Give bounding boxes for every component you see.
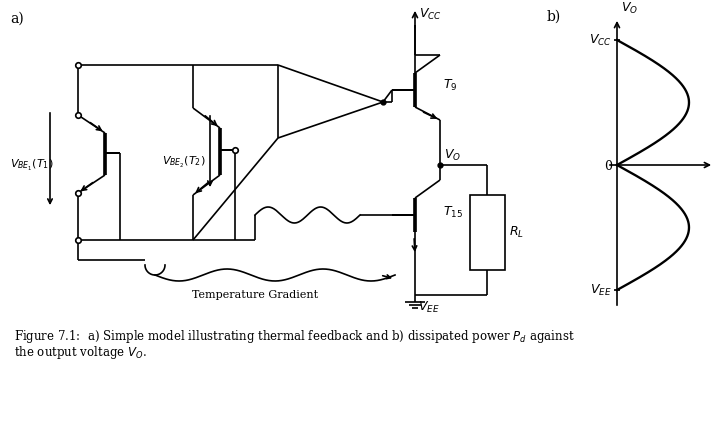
Text: $T_{15}$: $T_{15}$: [443, 204, 463, 220]
Text: b): b): [547, 10, 561, 24]
Text: 0: 0: [604, 159, 612, 173]
Text: $V_{CC}$: $V_{CC}$: [419, 7, 442, 22]
Text: Temperature Gradient: Temperature Gradient: [192, 290, 318, 300]
Text: $V_{EE}$: $V_{EE}$: [590, 282, 612, 298]
Text: $V_{BE_2}(T_2)$: $V_{BE_2}(T_2)$: [162, 155, 206, 170]
Text: $V_O$: $V_O$: [621, 1, 638, 16]
Text: Figure 7.1:  a) Simple model illustrating thermal feedback and b) dissipated pow: Figure 7.1: a) Simple model illustrating…: [14, 328, 574, 345]
Text: the output voltage $V_O$.: the output voltage $V_O$.: [14, 344, 147, 361]
Text: $R_L$: $R_L$: [509, 225, 524, 240]
Text: a): a): [10, 12, 24, 26]
Text: $V_O$: $V_O$: [444, 148, 461, 163]
Text: $V_{CC}$: $V_{CC}$: [589, 33, 612, 47]
Text: $V_{EE}$: $V_{EE}$: [418, 300, 440, 315]
Text: $T_9$: $T_9$: [443, 78, 457, 92]
Text: $V_{BE_1}(T_1)$: $V_{BE_1}(T_1)$: [10, 158, 54, 173]
Bar: [470, 195, 505, 270]
